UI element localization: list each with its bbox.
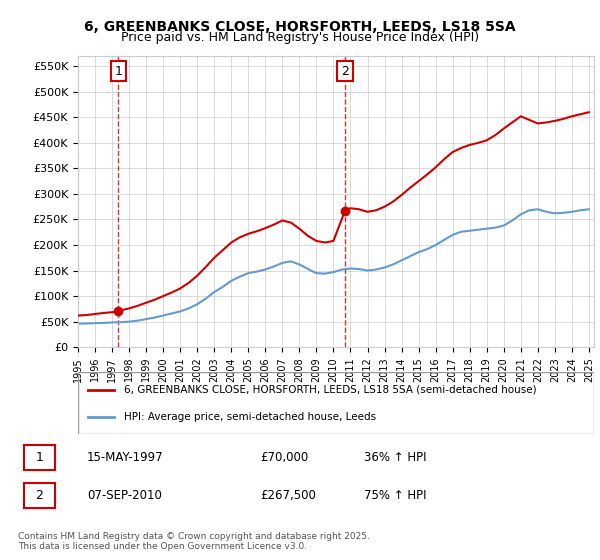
Text: Contains HM Land Registry data © Crown copyright and database right 2025.
This d: Contains HM Land Registry data © Crown c… — [18, 532, 370, 552]
Text: 1: 1 — [35, 451, 43, 464]
Text: 75% ↑ HPI: 75% ↑ HPI — [364, 489, 426, 502]
Text: Price paid vs. HM Land Registry's House Price Index (HPI): Price paid vs. HM Land Registry's House … — [121, 31, 479, 44]
Text: 2: 2 — [341, 65, 349, 78]
FancyBboxPatch shape — [24, 483, 55, 508]
Text: 6, GREENBANKS CLOSE, HORSFORTH, LEEDS, LS18 5SA: 6, GREENBANKS CLOSE, HORSFORTH, LEEDS, L… — [84, 20, 516, 34]
Text: 6, GREENBANKS CLOSE, HORSFORTH, LEEDS, LS18 5SA (semi-detached house): 6, GREENBANKS CLOSE, HORSFORTH, LEEDS, L… — [124, 385, 537, 395]
FancyBboxPatch shape — [24, 445, 55, 470]
Text: 36% ↑ HPI: 36% ↑ HPI — [364, 451, 426, 464]
Text: £267,500: £267,500 — [260, 489, 316, 502]
Text: 1: 1 — [115, 65, 122, 78]
Text: £70,000: £70,000 — [260, 451, 308, 464]
Text: 2: 2 — [35, 489, 43, 502]
Text: 07-SEP-2010: 07-SEP-2010 — [87, 489, 162, 502]
Text: HPI: Average price, semi-detached house, Leeds: HPI: Average price, semi-detached house,… — [124, 412, 377, 422]
Text: 15-MAY-1997: 15-MAY-1997 — [87, 451, 164, 464]
